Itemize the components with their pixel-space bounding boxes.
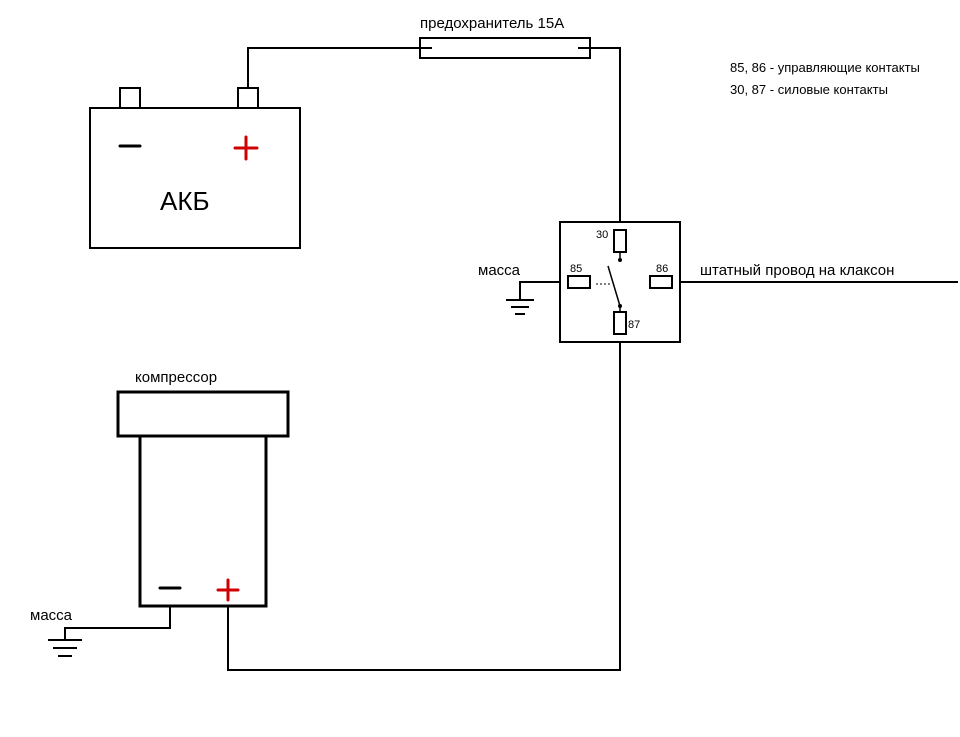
relay-pin-87-label: 87 — [628, 319, 640, 331]
battery: АКБ — [90, 88, 300, 248]
relay-pin-85-label: 85 — [570, 263, 582, 275]
compressor-cap — [118, 392, 288, 436]
ground-compressor — [48, 640, 82, 656]
wire-compressor-to-ground — [65, 606, 170, 640]
legend-line-1: 85, 86 - управляющие контакты — [730, 60, 920, 75]
battery-body — [90, 108, 300, 248]
wiring-diagram: АКБ предохранитель 15А 30 85 86 87 — [0, 0, 960, 737]
ground-relay-label: масса — [478, 262, 521, 279]
battery-pos-terminal — [238, 88, 258, 108]
compressor: компрессор — [118, 369, 288, 606]
relay-pin-30 — [614, 230, 626, 252]
wire-fuse-to-relay30 — [590, 48, 620, 222]
relay-pin-85 — [568, 276, 590, 288]
relay-pin-86 — [650, 276, 672, 288]
ground-relay — [506, 300, 534, 314]
wire-relay85-to-ground — [520, 282, 560, 300]
compressor-label: компрессор — [135, 369, 217, 386]
wire-battery-to-fuse — [248, 48, 420, 88]
battery-label: АКБ — [160, 186, 210, 216]
fuse: предохранитель 15А — [408, 15, 602, 58]
ground-compressor-label: масса — [30, 607, 73, 624]
relay-pin-87 — [614, 312, 626, 334]
relay-pin-30-label: 30 — [596, 229, 608, 241]
relay: 30 85 86 87 — [560, 222, 680, 342]
fuse-body — [420, 38, 590, 58]
wire-right-label: штатный провод на клаксон — [700, 262, 894, 279]
compressor-body — [140, 436, 266, 606]
battery-neg-terminal — [120, 88, 140, 108]
fuse-label: предохранитель 15А — [420, 15, 564, 32]
legend-line-2: 30, 87 - силовые контакты — [730, 82, 888, 97]
relay-pin-86-label: 86 — [656, 263, 668, 275]
